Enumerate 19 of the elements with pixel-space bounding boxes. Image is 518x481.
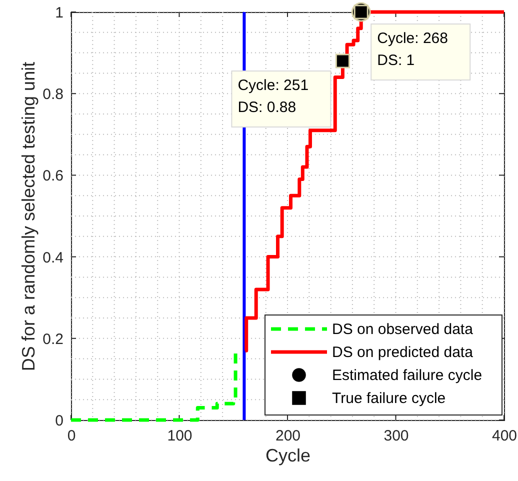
x-tick-label: 300 [384,428,409,444]
y-tick-label: 0.6 [42,168,64,185]
y-tick-label: 1 [55,4,64,22]
annotation: Cycle: 268 DS: 1 [377,30,448,69]
y-tick-label: 0.2 [42,330,64,348]
legend-label: True failure cycle [332,390,446,407]
y-tick-label: 0 [55,412,64,430]
x-tick-label: 0 [67,428,76,444]
annotation: Cycle: 251 DS: 0.88 [238,76,309,116]
legend-label: DS on observed data [332,321,474,338]
x-tick-label: 400 [492,428,518,444]
y-axis-title: DS for a randomly selected testing unit [18,62,39,372]
x-tick-label: 100 [167,428,192,444]
y-tick-label: 0.8 [42,86,64,104]
x-axis-title: Cycle [265,446,311,466]
legend-label: DS on predicted data [332,344,474,361]
x-tick-label: 200 [275,428,301,444]
legend-label: Estimated failure cycle [332,367,482,384]
y-tick-label: 0.4 [42,249,64,266]
